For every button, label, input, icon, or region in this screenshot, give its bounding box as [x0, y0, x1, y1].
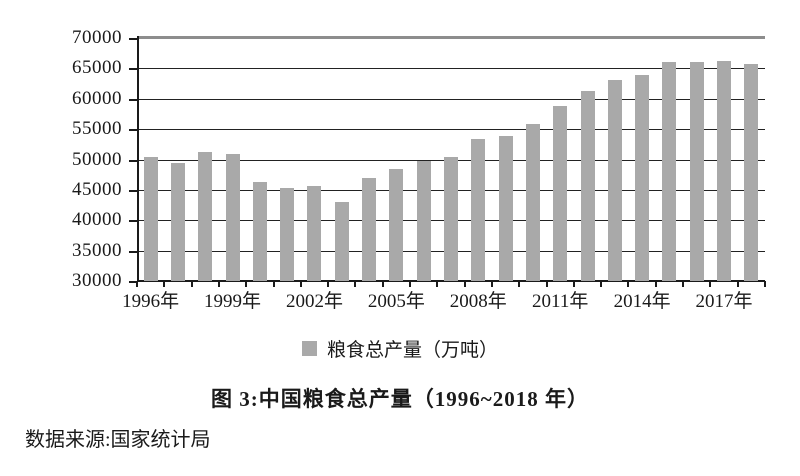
- bar-2008: [471, 138, 486, 281]
- x-tick-9: [381, 281, 384, 287]
- bar-2002: [307, 185, 322, 281]
- y-tick-65000: [129, 68, 137, 71]
- bar-2017: [717, 61, 732, 281]
- x-tick-21: [709, 281, 712, 287]
- x-tick-14: [518, 281, 521, 287]
- y-tick-40000: [129, 220, 137, 223]
- y-tick-60000: [129, 98, 137, 101]
- y-axis-label-30000: 30000: [72, 270, 122, 291]
- bar-1999: [225, 154, 240, 281]
- x-axis-label-2002年: 2002年: [285, 291, 343, 312]
- bar-2014: [635, 74, 650, 281]
- x-tick-5: [272, 281, 275, 287]
- x-tick-3: [217, 281, 220, 287]
- x-tick-15: [545, 281, 548, 287]
- y-axis-label-45000: 45000: [72, 178, 122, 200]
- y-axis-label-60000: 60000: [72, 87, 122, 109]
- x-axis-label-2014年: 2014年: [613, 291, 671, 312]
- bar-1998: [198, 152, 213, 281]
- y-axis-label-40000: 40000: [72, 209, 122, 231]
- plot-top-border: [137, 36, 765, 39]
- bar-2007: [444, 156, 458, 281]
- x-tick-12: [463, 281, 466, 287]
- y-axis-label-65000: 65000: [72, 57, 122, 79]
- y-tick-35000: [129, 250, 137, 253]
- x-tick-11: [436, 281, 439, 287]
- bar-1997: [170, 163, 185, 281]
- y-axis-line: [137, 36, 139, 282]
- x-tick-23: [764, 281, 766, 287]
- x-tick-17: [600, 281, 603, 287]
- x-axis-label-1996年: 1996年: [122, 291, 180, 312]
- x-tick-7: [327, 281, 330, 287]
- y-tick-30000: [129, 281, 137, 283]
- bar-2004: [362, 178, 377, 281]
- y-axis-label-70000: 70000: [72, 27, 122, 48]
- y-tick-50000: [129, 159, 137, 162]
- x-tick-0: [136, 281, 138, 287]
- bar-1996: [143, 156, 158, 281]
- x-tick-1: [163, 281, 166, 287]
- x-tick-10: [409, 281, 412, 287]
- x-tick-2: [190, 281, 193, 287]
- x-tick-6: [299, 281, 302, 287]
- bar-2013: [607, 80, 622, 281]
- bar-2009: [498, 135, 513, 281]
- y-axis-label-35000: 35000: [72, 239, 122, 261]
- gridline-60000: [137, 98, 765, 100]
- bar-2000: [252, 182, 267, 281]
- y-axis-label-50000: 50000: [72, 148, 122, 170]
- chart-legend: 粮食总产量（万吨）: [0, 335, 800, 362]
- bar-2001: [280, 188, 295, 281]
- bar-2006: [416, 160, 431, 281]
- y-tick-45000: [129, 189, 137, 192]
- x-tick-4: [245, 281, 248, 287]
- bar-2012: [580, 91, 595, 281]
- x-axis-label-2011年: 2011年: [532, 291, 589, 312]
- x-tick-18: [627, 281, 630, 287]
- gridline-55000: [137, 129, 765, 131]
- figure-caption: 图 3:中国粮食总产量（1996~2018 年）: [211, 387, 589, 411]
- x-axis-label-2008年: 2008年: [449, 291, 507, 312]
- x-tick-22: [736, 281, 739, 287]
- legend-series-label: 粮食总产量（万吨）: [326, 340, 498, 361]
- x-tick-13: [490, 281, 493, 287]
- x-tick-16: [572, 281, 575, 287]
- x-tick-20: [682, 281, 685, 287]
- x-axis-label-1999年: 1999年: [204, 291, 262, 312]
- x-axis-label-2017年: 2017年: [695, 291, 753, 312]
- y-tick-55000: [129, 129, 137, 132]
- x-axis-label-2005年: 2005年: [367, 291, 425, 312]
- bar-2015: [662, 61, 677, 281]
- bar-2005: [389, 169, 404, 281]
- bar-2011: [553, 105, 568, 281]
- bar-2003: [334, 201, 349, 281]
- bar-2018: [744, 63, 759, 281]
- y-axis-label-55000: 55000: [72, 118, 122, 140]
- x-axis-line: [137, 280, 765, 282]
- x-tick-19: [654, 281, 657, 287]
- gridline-65000: [137, 68, 765, 70]
- data-source-note: 数据来源:国家统计局: [25, 429, 211, 451]
- legend-marker-square: [301, 341, 317, 356]
- bar-2016: [689, 62, 704, 281]
- y-tick-70000: [129, 38, 137, 40]
- bar-2010: [525, 123, 540, 281]
- x-tick-8: [354, 281, 357, 287]
